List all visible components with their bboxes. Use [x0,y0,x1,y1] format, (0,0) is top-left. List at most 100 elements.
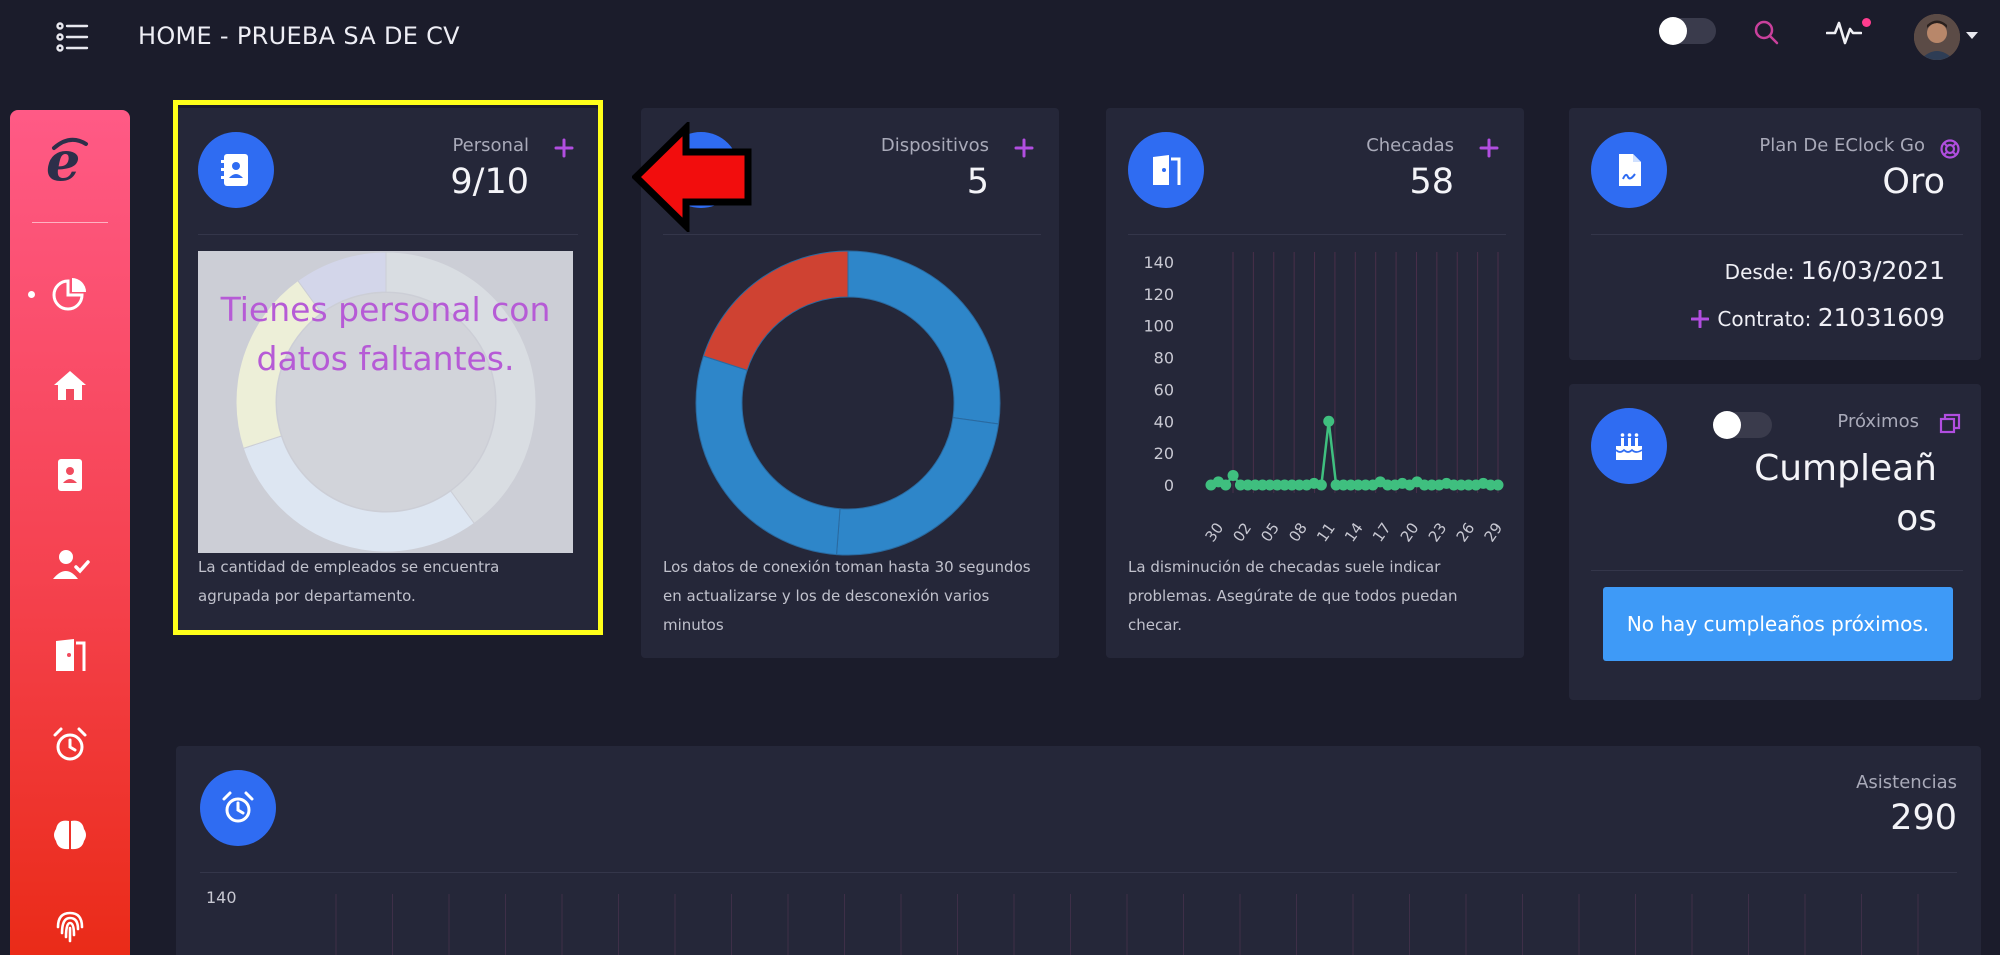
card-footer: La cantidad de empleados se encuentra ag… [198,558,500,605]
card-label: Próximos [1837,411,1919,432]
series-line [1210,421,1498,487]
card-label: Personal [452,135,529,156]
plus-icon[interactable] [554,138,574,158]
donut-slice-1 [385,251,537,525]
x-tick-label: 08 [1285,519,1311,545]
home-icon [54,371,86,400]
data-point [1220,479,1232,491]
card-divider [663,234,1041,235]
brain-icon [54,820,86,850]
notification-dot [1862,18,1871,27]
personal-department-chart: Tienes personal con datos faltantes. [198,251,573,553]
sidebar-item-fingerprint[interactable] [50,905,90,945]
x-tick-label: 20 [1397,519,1423,545]
checadas-card: Checadas 58 0 20 40 60 80 100 120 140 30 02 05 08 11… [1106,108,1524,658]
no-birthdays-button[interactable]: No hay cumpleaños próximos. [1603,587,1953,661]
y-tick-label: 60 [1154,380,1174,399]
app-logo[interactable]: e [40,129,100,196]
card-value: 58 [1409,162,1454,202]
pie-chart-icon [52,278,86,311]
chevron-down-icon[interactable] [1966,32,1978,39]
desde-label: Desde: [1724,260,1795,284]
card-value: 5 [966,162,989,202]
donut-hole [277,293,495,511]
plan-icon-badge[interactable] [1591,132,1667,208]
sidebar-item-home[interactable] [50,365,90,405]
checadas-icon-badge[interactable] [1128,132,1204,208]
plan-contrato: Contrato: 21031609 [1691,303,1945,332]
desde-value: 16/03/2021 [1800,256,1945,285]
birthday-toggle[interactable] [1713,411,1772,439]
door-icon [1153,155,1181,185]
y-tick-label: 140 [206,888,237,907]
donut-hole [743,298,953,508]
x-tick-label: 30 [1202,519,1228,545]
birthday-title-line2: os [1896,498,1937,539]
fingerprint-icon [56,911,84,943]
birthday-cake-icon [1615,433,1643,460]
contacts-book-icon [58,459,82,491]
card-divider [1591,570,1963,571]
plus-icon[interactable] [1014,138,1034,158]
sidebar-item-doors[interactable] [50,635,90,675]
card-label: Asistencias [1856,772,1957,793]
y-tick-label: 80 [1154,349,1174,368]
asistencias-icon-badge[interactable] [200,770,276,846]
activity-pulse-icon[interactable] [1825,17,1863,47]
dispositivos-donut-chart [695,250,1001,556]
plus-icon[interactable] [1479,138,1499,158]
alarm-clock-icon [222,791,254,823]
plus-icon[interactable] [1691,310,1710,328]
sidebar-divider [32,222,108,223]
avatar[interactable] [1914,14,1960,60]
plan-desde: Desde: 16/03/2021 [1725,256,1945,285]
sidebar-item-dashboard[interactable] [50,275,90,315]
card-value: Oro [1882,162,1945,202]
donut-slice-4 [702,250,849,371]
missing-data-message: Tienes personal con datos faltantes. [220,290,551,378]
asistencias-chart [335,894,1919,955]
sidebar-item-insights[interactable] [50,815,90,855]
windows-icon[interactable] [1939,413,1961,435]
x-tick-label: 26 [1453,519,1479,545]
asistencias-card: Asistencias 290 140 [176,746,1981,955]
x-tick-label: 11 [1313,519,1339,545]
y-tick-label: 0 [1164,476,1174,495]
sidebar-item-users[interactable] [50,545,90,585]
page-title: HOME - PRUEBA SA DE CV [138,22,460,50]
active-indicator [28,291,35,298]
y-tick-label: 140 [1143,253,1174,272]
birthday-icon-badge[interactable] [1591,408,1667,484]
y-tick-label: 20 [1154,444,1174,463]
x-tick-label: 29 [1481,519,1507,545]
contrato-value: 21031609 [1817,303,1945,332]
y-tick-label: 100 [1143,317,1174,336]
card-divider [1591,234,1963,235]
data-point [1315,479,1327,491]
personal-icon-badge[interactable] [198,132,274,208]
card-divider [1128,234,1506,235]
toggle-knob [1659,17,1687,45]
data-point [1492,479,1504,491]
theme-toggle[interactable] [1659,17,1716,45]
data-point [1323,415,1335,427]
alarm-clock-icon [53,727,87,761]
card-footer: Los datos de conexión toman hasta 30 seg… [663,558,1031,634]
x-tick-label: 02 [1229,519,1255,545]
sidebar-item-alarms[interactable] [50,725,90,765]
card-divider [200,872,1957,873]
sidebar: e [10,110,130,955]
x-tick-label: 23 [1425,519,1451,545]
red-arrow-annotation [632,122,752,232]
card-divider [198,234,578,235]
x-tick-label: 05 [1257,519,1283,545]
search-icon[interactable] [1752,18,1780,46]
birthday-title: Cumpleañ os [1754,444,1937,544]
door-icon [56,639,86,671]
x-tick-label: 17 [1369,519,1395,545]
menu-list-icon[interactable] [56,22,90,52]
sidebar-item-contacts[interactable] [50,455,90,495]
card-label: Checadas [1366,135,1454,156]
lifebuoy-icon[interactable] [1939,138,1961,160]
